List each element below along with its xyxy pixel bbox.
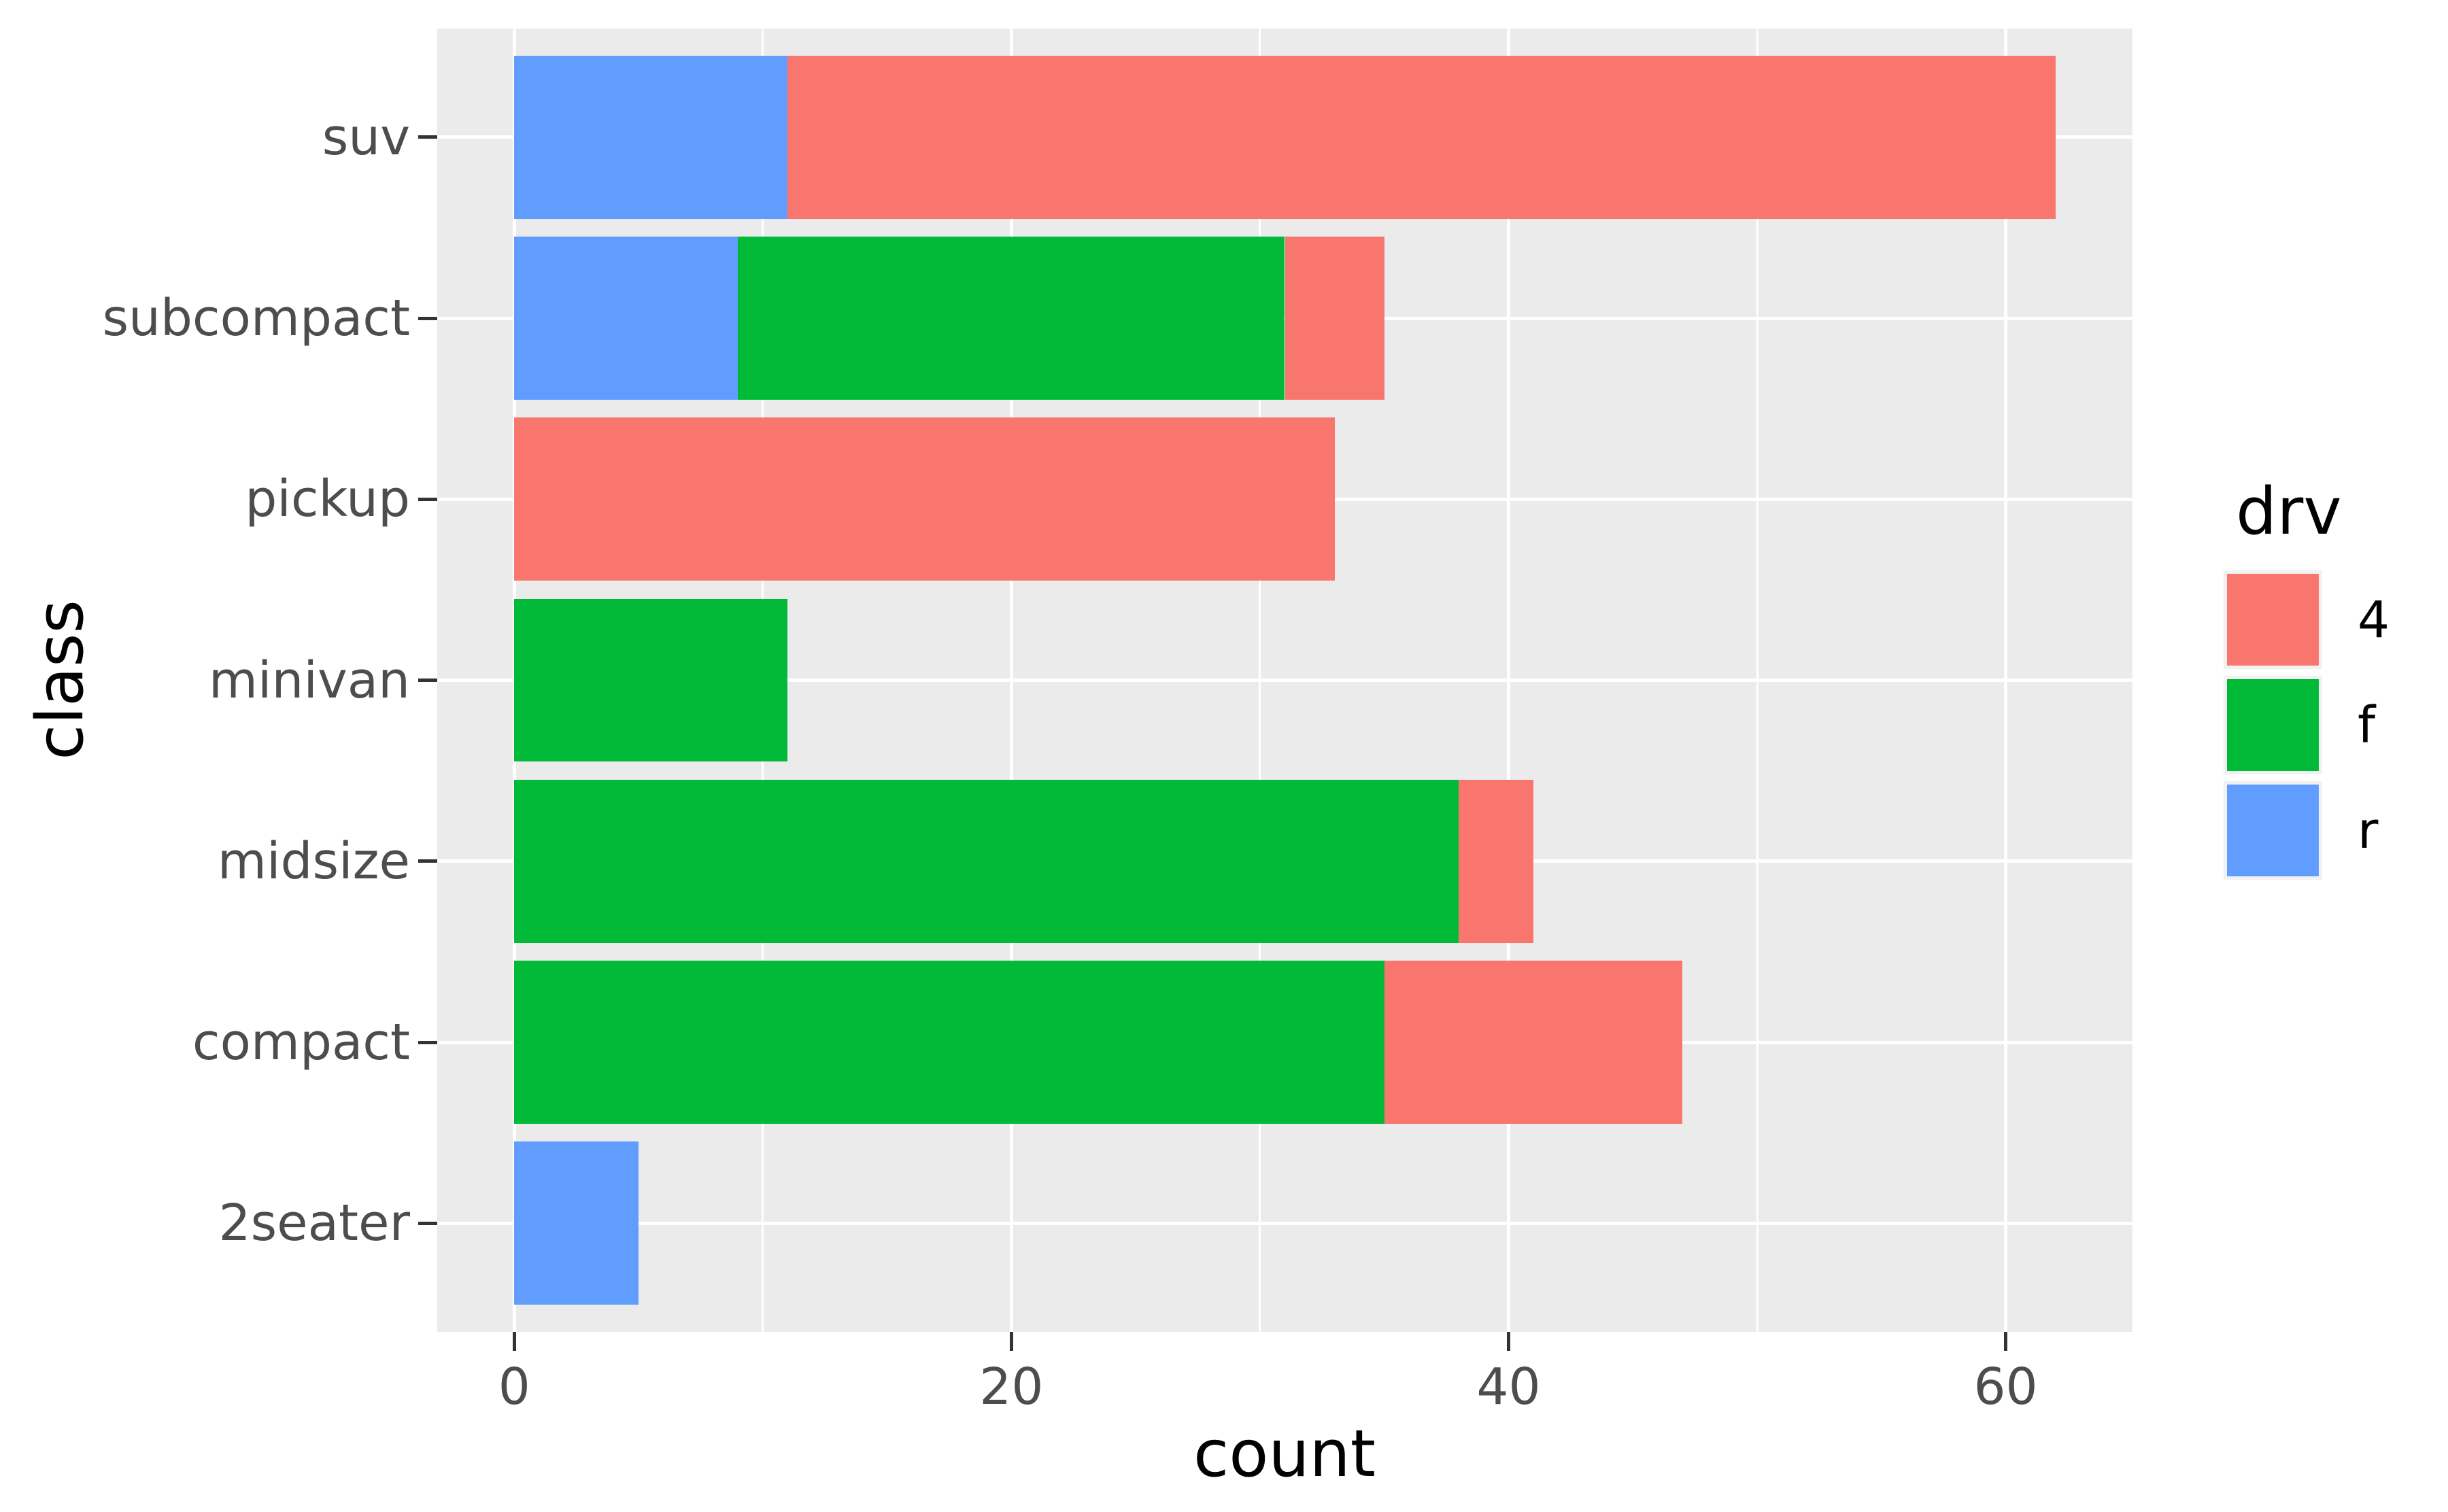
bar-segment-subcompact-r bbox=[514, 237, 738, 400]
x-tick-label-60: 60 bbox=[1973, 1358, 2038, 1416]
plot-panel bbox=[437, 29, 2132, 1332]
y-tick-label-pickup: pickup bbox=[245, 470, 410, 529]
gridline-horizontal-minivan bbox=[437, 678, 2132, 682]
legend-key-r bbox=[2224, 781, 2322, 880]
y-tick-label-suv: suv bbox=[322, 107, 410, 167]
legend-key-f bbox=[2224, 676, 2322, 774]
y-tick-compact bbox=[418, 1040, 437, 1044]
legend-title: drv bbox=[2236, 475, 2342, 549]
legend-entry-r: r bbox=[2224, 781, 2390, 880]
legend-entry-4: 4 bbox=[2224, 570, 2390, 669]
legend-label-f: f bbox=[2358, 695, 2376, 755]
gridline-major-x-60 bbox=[2004, 29, 2008, 1332]
bar-segment-midsize-4 bbox=[1459, 779, 1534, 943]
x-axis-title: count bbox=[1193, 1417, 1376, 1492]
legend-swatch-f bbox=[2227, 679, 2319, 771]
gridline-horizontal-2seater bbox=[437, 1221, 2132, 1225]
bar-segment-minivan-f bbox=[514, 598, 788, 762]
x-tick-label-0: 0 bbox=[498, 1358, 530, 1416]
bar-segment-2seater-r bbox=[514, 1141, 639, 1305]
bar-segment-suv-4 bbox=[787, 55, 2056, 219]
x-tick-60 bbox=[2004, 1332, 2008, 1351]
gridline-minor-x-30 bbox=[1259, 29, 1261, 1332]
gridline-major-x-20 bbox=[1009, 29, 1013, 1332]
legend-label-4: 4 bbox=[2358, 590, 2390, 649]
bar-segment-compact-4 bbox=[1384, 961, 1683, 1124]
bar-segment-compact-f bbox=[514, 961, 1384, 1124]
legend-swatch-4 bbox=[2227, 574, 2319, 666]
y-tick-midsize bbox=[418, 859, 437, 863]
gridline-minor-x-50 bbox=[1756, 29, 1758, 1332]
y-tick-label-subcompact: subcompact bbox=[102, 289, 411, 347]
legend-entry-f: f bbox=[2224, 676, 2390, 774]
y-tick-subcompact bbox=[418, 316, 437, 320]
legend-key-4 bbox=[2224, 570, 2322, 669]
bar-segment-pickup-4 bbox=[514, 417, 1335, 581]
gridline-major-x-40 bbox=[1506, 29, 1510, 1332]
x-tick-0 bbox=[512, 1332, 516, 1351]
y-tick-minivan bbox=[418, 678, 437, 682]
y-tick-pickup bbox=[418, 497, 437, 501]
bar-segment-subcompact-f bbox=[738, 237, 1285, 400]
y-tick-2seater bbox=[418, 1221, 437, 1225]
bar-segment-suv-r bbox=[514, 55, 788, 219]
y-tick-label-compact: compact bbox=[192, 1013, 410, 1071]
legend-label-r: r bbox=[2358, 801, 2379, 860]
y-tick-suv bbox=[418, 135, 437, 139]
x-tick-20 bbox=[1009, 1332, 1013, 1351]
y-tick-label-minivan: minivan bbox=[208, 651, 410, 710]
legend-swatch-r bbox=[2227, 785, 2319, 876]
y-tick-label-2seater: 2seater bbox=[218, 1194, 410, 1253]
x-tick-40 bbox=[1506, 1332, 1510, 1351]
bar-segment-subcompact-4 bbox=[1285, 237, 1384, 400]
y-tick-label-midsize: midsize bbox=[217, 831, 410, 891]
bar-segment-midsize-f bbox=[514, 779, 1459, 943]
y-axis-title: class bbox=[23, 600, 98, 760]
x-tick-label-20: 20 bbox=[979, 1358, 1044, 1416]
x-tick-label-40: 40 bbox=[1476, 1358, 1541, 1416]
